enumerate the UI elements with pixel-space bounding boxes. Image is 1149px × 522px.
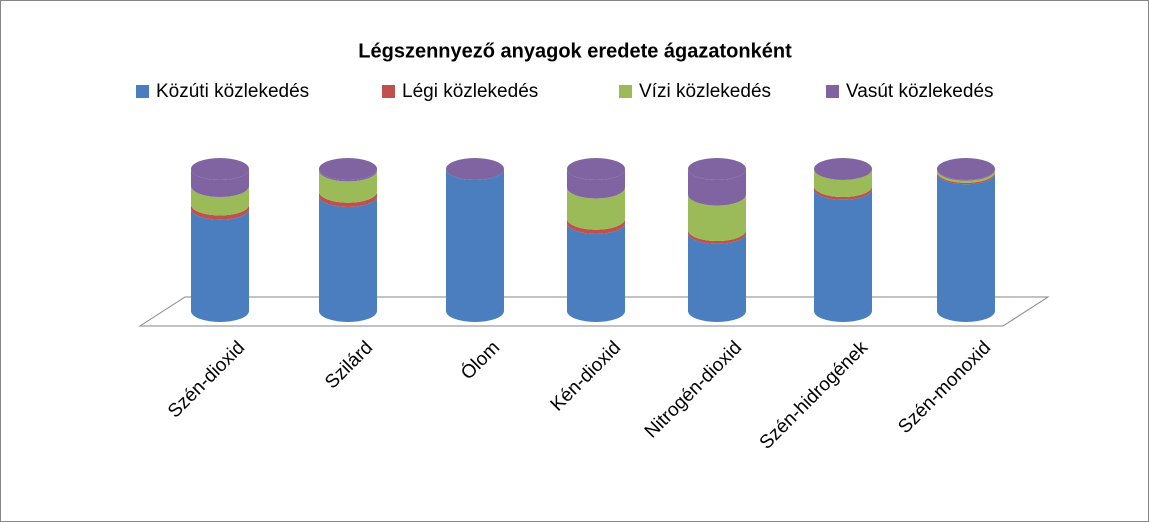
cylinder-segment [191,169,249,198]
cylinder-segment [814,186,872,200]
cylinder-segment [814,169,872,198]
cylinder-segment [688,230,746,244]
cylinder-top [567,158,625,180]
cylinder-segment [191,204,249,220]
cylinder-segment [319,191,377,207]
cylinder-segment [191,208,249,322]
cylinder-segment [319,195,377,322]
cylinder-segment [814,188,872,322]
cylinder-segment [567,218,625,234]
floor [138,296,1050,327]
cylinder-segment [937,169,995,183]
legend-label: Közúti közlekedés [156,81,309,102]
cylinder-top [446,158,504,180]
legend-label: Vízi közlekedés [639,81,771,102]
cylinder-segment [937,173,995,322]
cylinder-segment [567,222,625,322]
cylinder-top [319,158,377,180]
cylinder-top [937,158,995,180]
cylinder-segment [191,186,249,216]
cylinder-segment [319,170,377,203]
cylinder-segment [688,232,746,322]
legend-swatch [136,85,149,98]
cylinder-segment [567,169,625,199]
cylinder-top [814,158,872,180]
cylinder-top [688,158,746,180]
legend-swatch [382,85,395,98]
cylinder-top [191,158,249,180]
cylinder-segment [446,169,504,322]
legend-swatch [619,85,632,98]
legend-swatch [826,85,839,98]
legend-label: Vasút közlekedés [846,81,994,102]
legend-label: Légi közlekedés [402,81,538,102]
cylinder-segment [567,187,625,230]
cylinder-segment [688,194,746,242]
cylinder-segment [688,169,746,206]
chart-title: Légszennyező anyagok eredete ágazatonkén… [358,40,792,62]
